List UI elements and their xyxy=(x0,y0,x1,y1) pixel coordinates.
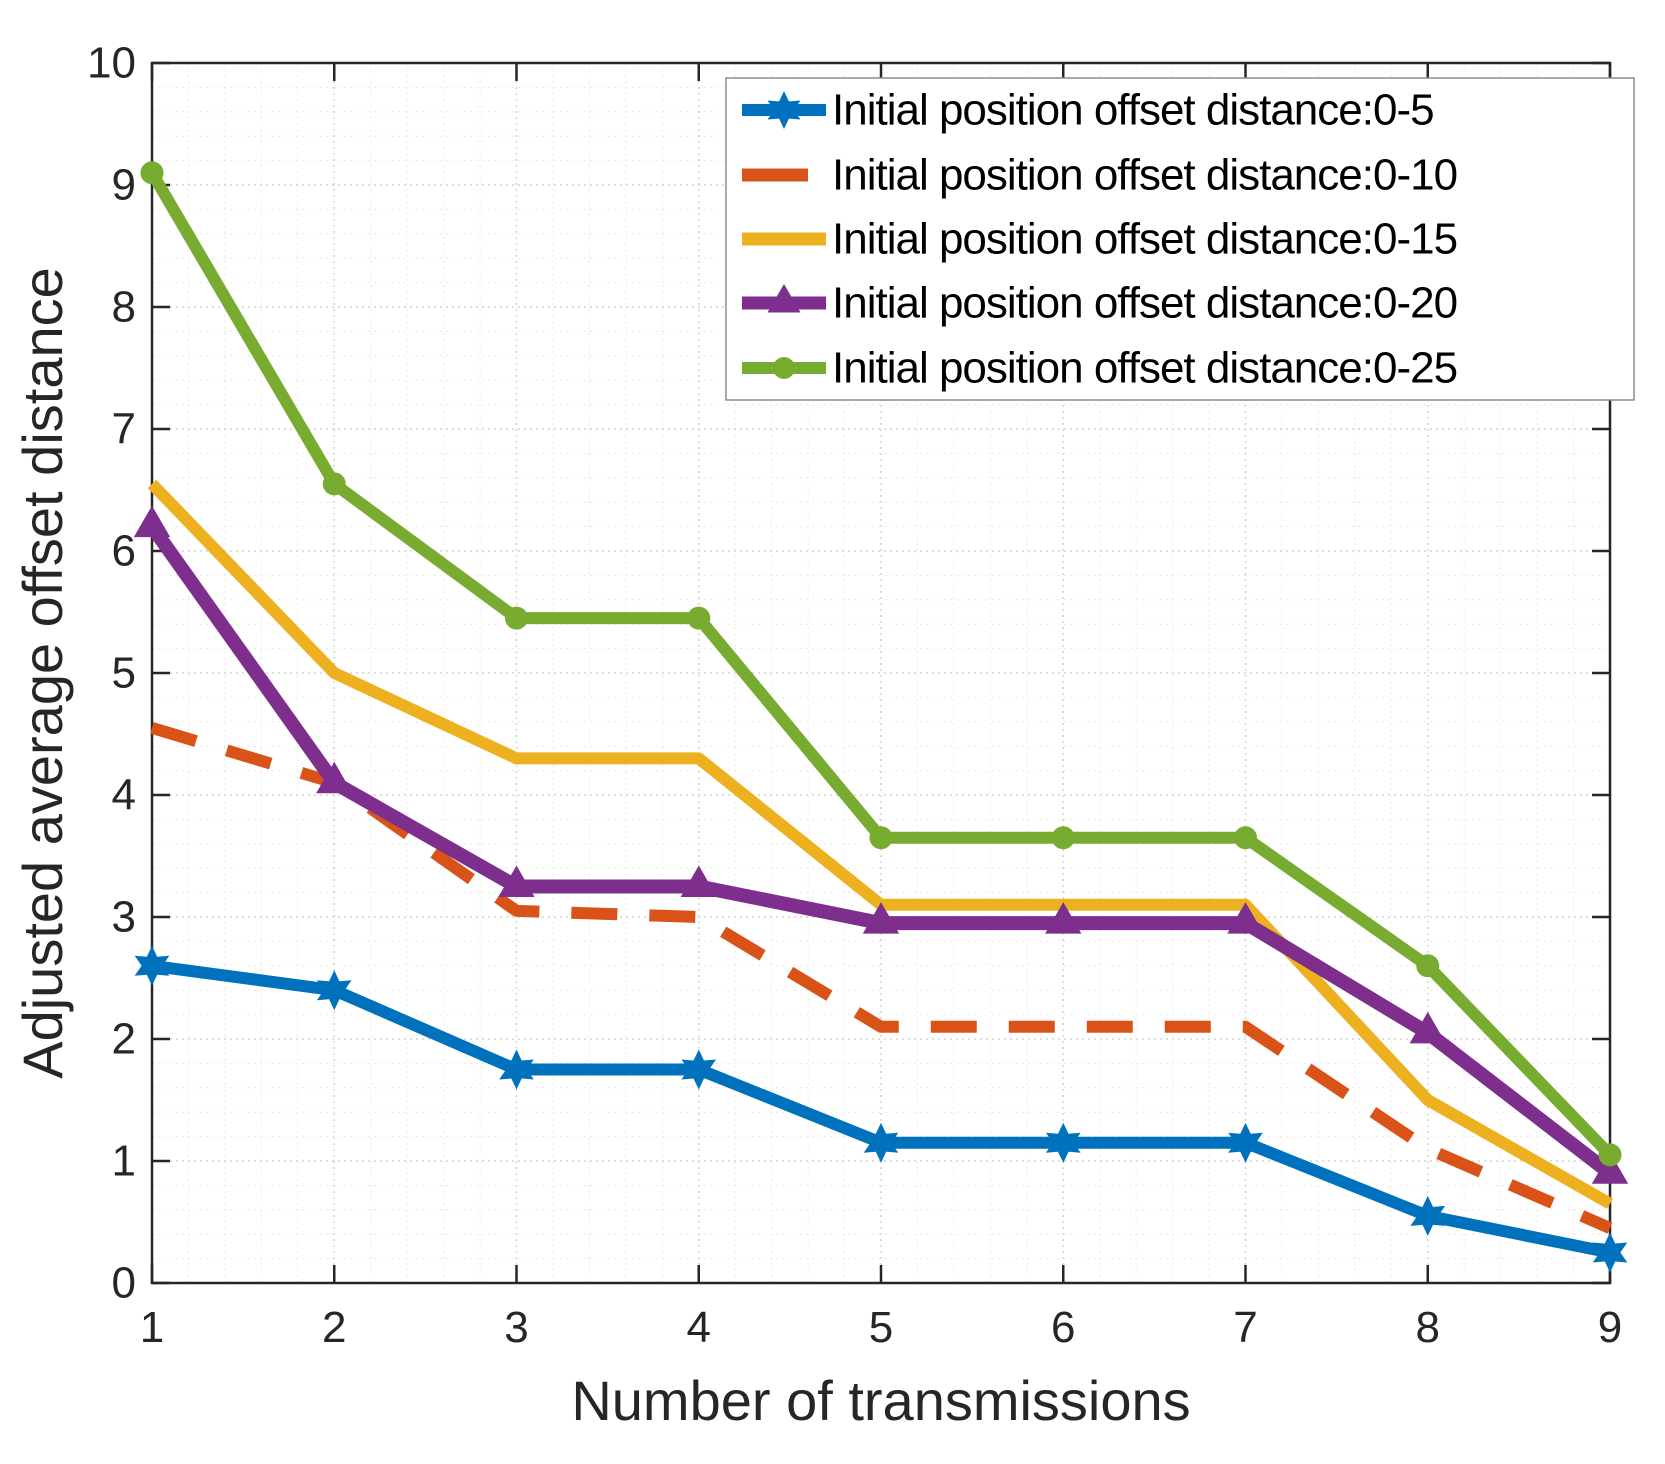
legend-item-label: Initial position offset distance:0-10 xyxy=(832,151,1457,200)
triangle-marker xyxy=(133,505,171,538)
hexagram-marker xyxy=(1045,1122,1081,1163)
legend-item-0-20: Initial position offset distance:0-20 xyxy=(742,279,1458,328)
legend-marker-icons xyxy=(767,91,801,379)
hexagram-marker xyxy=(767,91,801,129)
legend-item-0-25: Initial position offset distance:0-25 xyxy=(742,344,1458,393)
x-tick-label: 3 xyxy=(504,1303,528,1352)
circle-marker xyxy=(1598,1143,1622,1167)
y-tick-label: 9 xyxy=(112,161,136,210)
triangle-marker xyxy=(1591,1152,1629,1184)
circle-marker xyxy=(140,161,164,185)
hexagram-marker xyxy=(1592,1232,1628,1273)
legend-box xyxy=(725,77,1635,401)
y-tick-label: 5 xyxy=(112,649,136,698)
circle-marker xyxy=(505,606,528,630)
y-tick-label: 3 xyxy=(112,893,136,942)
hexagram-marker xyxy=(681,1049,717,1090)
hexagram-marker xyxy=(1228,1122,1263,1163)
hexagram-marker xyxy=(499,1049,534,1090)
triangle-marker xyxy=(1227,902,1264,934)
y-tick-label: 8 xyxy=(112,283,136,332)
circle-marker xyxy=(687,606,711,630)
x-tick-label: 5 xyxy=(869,1303,893,1352)
x-tick-label: 7 xyxy=(1233,1303,1257,1352)
circle-marker xyxy=(1234,826,1257,850)
triangle-marker xyxy=(680,865,717,897)
legend-item-label: Initial position offset distance:0-5 xyxy=(832,86,1434,135)
x-tick-label: 8 xyxy=(1416,1303,1440,1352)
legend-item-label: Initial position offset distance:0-25 xyxy=(832,344,1457,393)
legend-item-0-10: Initial position offset distance:0-10 xyxy=(742,151,1458,200)
legend: Initial position offset distance:0-5 Ini… xyxy=(725,77,1635,401)
triangle-marker xyxy=(1409,1011,1446,1044)
y-tick-label: 10 xyxy=(87,39,136,88)
triangle-marker xyxy=(1045,902,1082,934)
hexagram-marker xyxy=(1410,1195,1446,1236)
circle-marker xyxy=(322,472,346,496)
triangle-marker xyxy=(498,865,535,897)
y-tick-label: 2 xyxy=(112,1015,136,1064)
triangle-marker xyxy=(862,902,900,934)
y-tick-label: 1 xyxy=(112,1137,136,1186)
triangle-marker xyxy=(767,284,801,313)
y-tick-label: 7 xyxy=(112,405,136,454)
y-tick-label: 6 xyxy=(112,527,136,576)
x-axis-label: Number of transmissions xyxy=(571,1369,1190,1432)
circle-marker xyxy=(773,357,795,379)
legend-item-label: Initial position offset distance:0-15 xyxy=(832,215,1457,264)
y-axis-label: Adjusted average offset distance xyxy=(11,267,74,1079)
legend-item-label: Initial position offset distance:0-20 xyxy=(832,279,1457,328)
legend-item-0-5: Initial position offset distance:0-5 xyxy=(742,86,1435,135)
hexagram-marker xyxy=(134,945,170,986)
triangle-marker xyxy=(316,761,353,794)
circle-marker xyxy=(1051,826,1075,850)
series-line xyxy=(150,722,1613,1234)
x-tick-label: 6 xyxy=(1051,1303,1075,1352)
circle-marker xyxy=(1416,954,1440,978)
x-tick-label: 9 xyxy=(1598,1303,1622,1352)
x-tick-label: 2 xyxy=(322,1303,346,1352)
x-tick-label: 4 xyxy=(687,1303,711,1352)
legend-item-0-15: Initial position offset distance:0-15 xyxy=(742,215,1458,264)
hexagram-marker xyxy=(316,970,352,1011)
y-tick-label: 4 xyxy=(112,771,136,820)
x-tick-label: 1 xyxy=(140,1303,164,1352)
hexagram-marker xyxy=(863,1122,899,1163)
circle-marker xyxy=(869,826,893,850)
y-tick-label: 0 xyxy=(112,1259,136,1308)
